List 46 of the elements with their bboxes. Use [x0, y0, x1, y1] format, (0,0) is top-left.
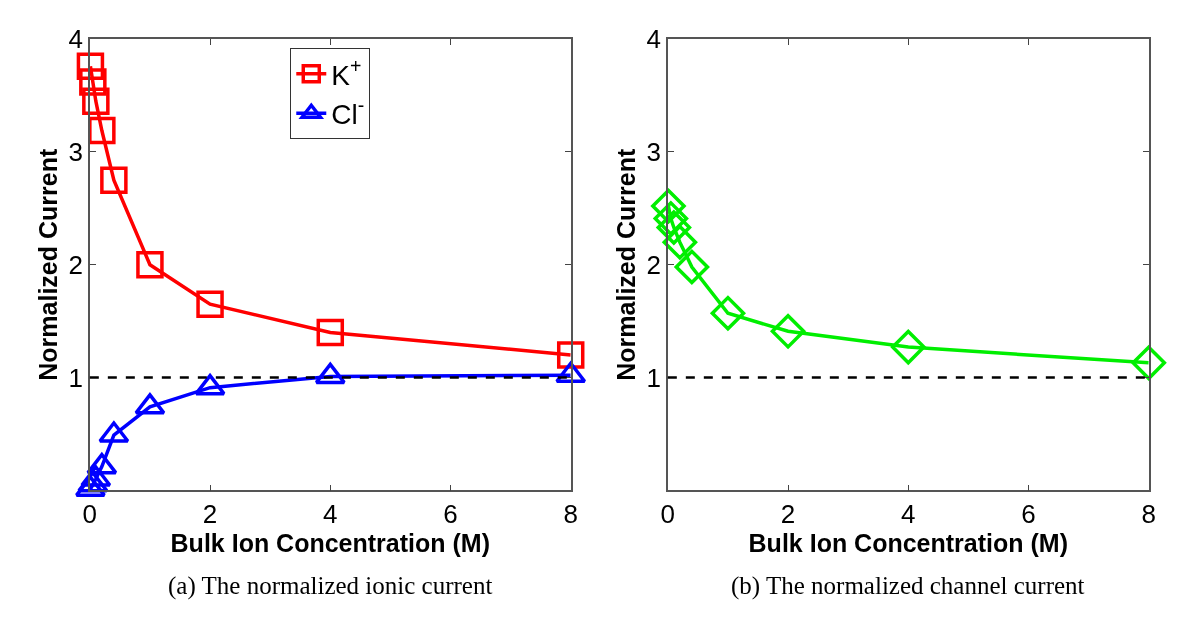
x-tick-label: 0 [82, 499, 98, 530]
point [1131, 345, 1167, 381]
y-tick-label: 3 [68, 137, 83, 168]
legend-label: Cl$^{-}$ [331, 94, 365, 131]
x-tick-label: 2 [780, 499, 796, 530]
point [770, 313, 806, 349]
y-axis-title: Normalized Current [611, 148, 640, 381]
x-tick-label: 6 [443, 499, 458, 530]
x-tick-label: 2 [202, 499, 218, 530]
point [674, 249, 710, 285]
y-tick-label: 4 [68, 24, 83, 55]
point [82, 87, 110, 115]
point [88, 116, 116, 145]
legend-label: K$^{+}$ [331, 55, 362, 91]
y-tick-label: 1 [646, 362, 661, 393]
point [136, 250, 164, 279]
point [890, 329, 926, 365]
point [79, 68, 107, 96]
point [651, 188, 686, 224]
point [710, 295, 746, 331]
text: (b) The normalized channel current [731, 572, 1085, 600]
x-axis-title: Bulk Ion Concentration (M) [748, 529, 1068, 558]
point [76, 52, 105, 80]
y-axis-title: Normalized Current [33, 148, 62, 381]
point [555, 361, 587, 384]
y-tick-label: 3 [646, 137, 661, 168]
x-axis-title: Bulk Ion Concentration (M) [170, 529, 490, 558]
text: (a) The normalized ionic current [168, 572, 493, 600]
y-tick-label: 4 [646, 24, 661, 55]
point [194, 373, 226, 396]
y-tick-label: 2 [68, 249, 83, 280]
point [100, 166, 128, 194]
point [86, 452, 118, 475]
x-tick-label: 6 [1021, 499, 1036, 530]
point [656, 210, 692, 245]
point [314, 362, 346, 385]
x-tick-label: 4 [323, 499, 338, 530]
x-tick-label: 4 [901, 499, 916, 530]
point [653, 201, 689, 236]
y-tick-label: 1 [68, 362, 83, 393]
x-tick-label: 8 [563, 499, 578, 530]
point [196, 290, 224, 318]
y-tick-label: 2 [646, 249, 661, 280]
point [662, 224, 698, 260]
x-tick-label: 8 [1141, 499, 1156, 530]
x-tick-label: 0 [660, 499, 676, 530]
